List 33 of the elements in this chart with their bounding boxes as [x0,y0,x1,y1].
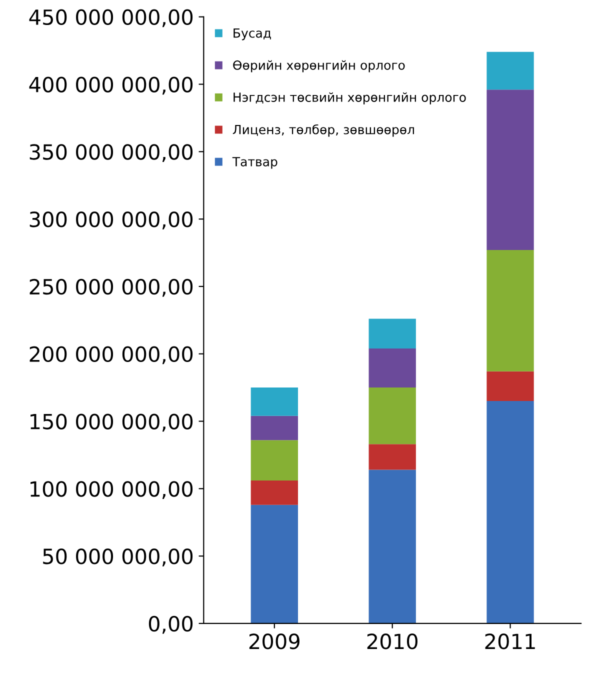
y-tick-label: 150 000 000,00 [30,414,193,432]
bar [250,416,298,440]
bar [486,401,534,624]
y-tick-label: 300 000 000,00 [30,212,193,230]
y-tick-label: 400 000 000,00 [29,76,193,95]
y-tick-label: 50 000 000,00 [43,548,193,566]
bar [368,348,416,388]
y-tick-label: 100 000 000,00 [30,481,193,499]
legend-label: Нэгдсэн төсвийн хөрөнгийн орлого [234,92,466,104]
bar [250,440,298,481]
y-tick-label: 0,00 [148,616,193,634]
bar [368,388,416,444]
x-tick-label: 2011 [485,634,535,650]
bar [250,504,298,624]
bar [486,90,534,250]
y-tick-label: 200 000 000,00 [30,346,193,364]
bar [250,388,298,416]
y-tick-label: 250 000 000,00 [30,278,193,297]
bar [368,318,416,348]
legend-label: Лиценз, төлбөр, зөвшөөрөл [232,124,414,137]
y-tick-label: 350 000 000,00 [30,144,193,162]
x-tick-label: 2009 [249,634,300,650]
bar [250,480,298,505]
bar [368,470,416,624]
bar [486,52,534,90]
y-tick-label: 450 000 000,00 [29,9,193,28]
legend-label: Татвар [232,157,278,169]
bar [486,250,534,372]
legend-label: Бусад [234,28,271,40]
legend-label: Өөрийн хөрөнгийн орлого [233,60,405,72]
x-tick-label: 2010 [367,634,418,650]
bar [368,444,416,470]
bar [486,371,534,402]
